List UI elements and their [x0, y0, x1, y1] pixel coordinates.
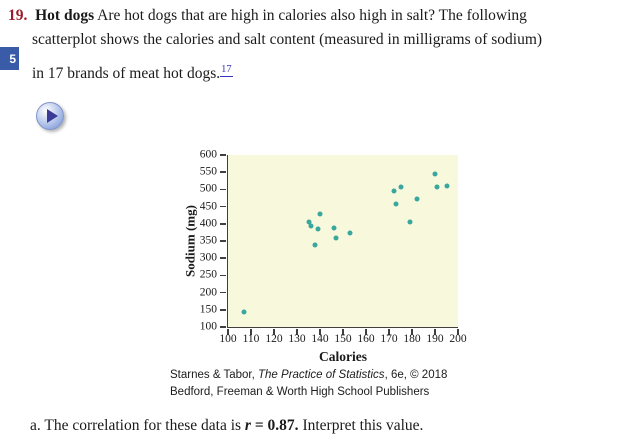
- y-tick-label: 450: [199, 199, 217, 212]
- r-symbol: r: [244, 417, 251, 434]
- y-tick: [220, 326, 226, 328]
- scatter-point: [434, 184, 440, 190]
- scatterplot: Sodium (mg) Calories 100 150 200 250 300 350 4…: [182, 148, 466, 364]
- x-tick: [319, 329, 321, 335]
- x-tick-label: 150: [334, 333, 352, 345]
- x-tick: [250, 329, 252, 335]
- footnote-link[interactable]: 17: [220, 64, 233, 77]
- scatter-point: [306, 219, 311, 225]
- problem-title: Hot dogs: [35, 7, 95, 24]
- y-tick: [220, 188, 226, 191]
- x-tick: [342, 329, 344, 335]
- scatter-point: [347, 230, 353, 236]
- x-tick-label: 130: [288, 333, 306, 345]
- y-tick: [220, 171, 226, 173]
- scatter-point: [393, 201, 399, 207]
- problem-line-1: 19. Hot dogs Are hot dogs that are high …: [8, 7, 527, 25]
- y-tick: [220, 205, 226, 208]
- x-axis-title: Calories: [319, 349, 367, 364]
- r-value: = 0.87.: [250, 417, 299, 434]
- problem-text-3: in 17 brands of meat hot dogs.: [32, 65, 221, 82]
- y-tick-label: 500: [199, 182, 217, 195]
- x-tick: [227, 329, 229, 335]
- problem-text-1: Are hot dogs that are high in calories a…: [94, 7, 527, 24]
- x-tick-label: 100: [219, 333, 237, 345]
- scatter-point: [308, 223, 314, 229]
- x-tick-label: 140: [311, 333, 329, 345]
- problem-line-3: in 17 brands of meat hot dogs.17: [8, 64, 233, 83]
- attribution-line-2: Bedford, Freeman & Worth High School Pub…: [170, 385, 430, 398]
- x-tick: [296, 329, 298, 335]
- x-tick: [365, 329, 367, 335]
- scatter-point: [414, 196, 420, 202]
- scatter-point: [333, 235, 339, 241]
- x-tick: [388, 329, 390, 335]
- x-tick: [457, 329, 459, 335]
- y-axis-title: Sodium (mg): [182, 205, 198, 277]
- problem-line-2: scatterplot shows the calories and salt …: [8, 31, 542, 49]
- x-tick-label: 180: [403, 333, 421, 345]
- scatter-point: [315, 226, 321, 232]
- x-tick-label: 110: [242, 333, 260, 345]
- y-tick-label: 250: [199, 268, 217, 281]
- scatter-point: [432, 171, 438, 177]
- y-tick: [220, 257, 226, 259]
- scatter-point: [398, 184, 403, 190]
- x-tick: [273, 329, 275, 335]
- play-icon: [47, 109, 58, 123]
- y-tick: [220, 223, 226, 225]
- y-tick-label: 200: [199, 285, 217, 298]
- y-tick-label: 100: [199, 320, 217, 333]
- y-tick: [220, 291, 226, 294]
- book-title: The Practice of Statistics: [258, 369, 385, 381]
- page-number-badge: 5: [0, 47, 19, 70]
- scatter-point: [317, 211, 323, 217]
- scatter-point: [241, 309, 247, 315]
- y-tick: [220, 240, 226, 242]
- part-a-label: a.: [30, 417, 45, 434]
- y-tick-label: 350: [199, 234, 217, 247]
- problem-number: 19.: [8, 7, 28, 24]
- y-tick: [220, 154, 226, 156]
- scatter-point: [444, 183, 449, 189]
- scatter-point: [331, 225, 337, 231]
- x-tick: [411, 329, 413, 335]
- x-tick-label: 200: [449, 333, 467, 345]
- x-tick: [434, 329, 436, 335]
- x-tick-label: 120: [265, 333, 283, 345]
- x-tick-label: 160: [357, 333, 375, 345]
- y-tick-label: 400: [199, 217, 217, 230]
- y-tick: [220, 274, 226, 277]
- scatter-point: [312, 242, 318, 248]
- attribution: Starnes & Tabor, The Practice of Statist…: [170, 367, 447, 400]
- y-tick: [220, 309, 226, 311]
- x-tick-label: 170: [380, 333, 398, 345]
- y-tick-label: 300: [199, 251, 217, 264]
- scatter-point: [407, 219, 413, 225]
- problem-text-2: scatterplot shows the calories and salt …: [32, 31, 543, 48]
- play-button[interactable]: [36, 102, 64, 130]
- y-tick-label: 600: [199, 148, 217, 161]
- scatter-point: [391, 188, 397, 194]
- x-tick-label: 190: [426, 333, 444, 345]
- y-tick-label: 150: [199, 303, 217, 316]
- attribution-line-1: Starnes & Tabor, The Practice of Statist…: [170, 369, 448, 381]
- part-a-question: a. The correlation for these data is r =…: [30, 417, 424, 434]
- y-tick-label: 550: [199, 165, 217, 178]
